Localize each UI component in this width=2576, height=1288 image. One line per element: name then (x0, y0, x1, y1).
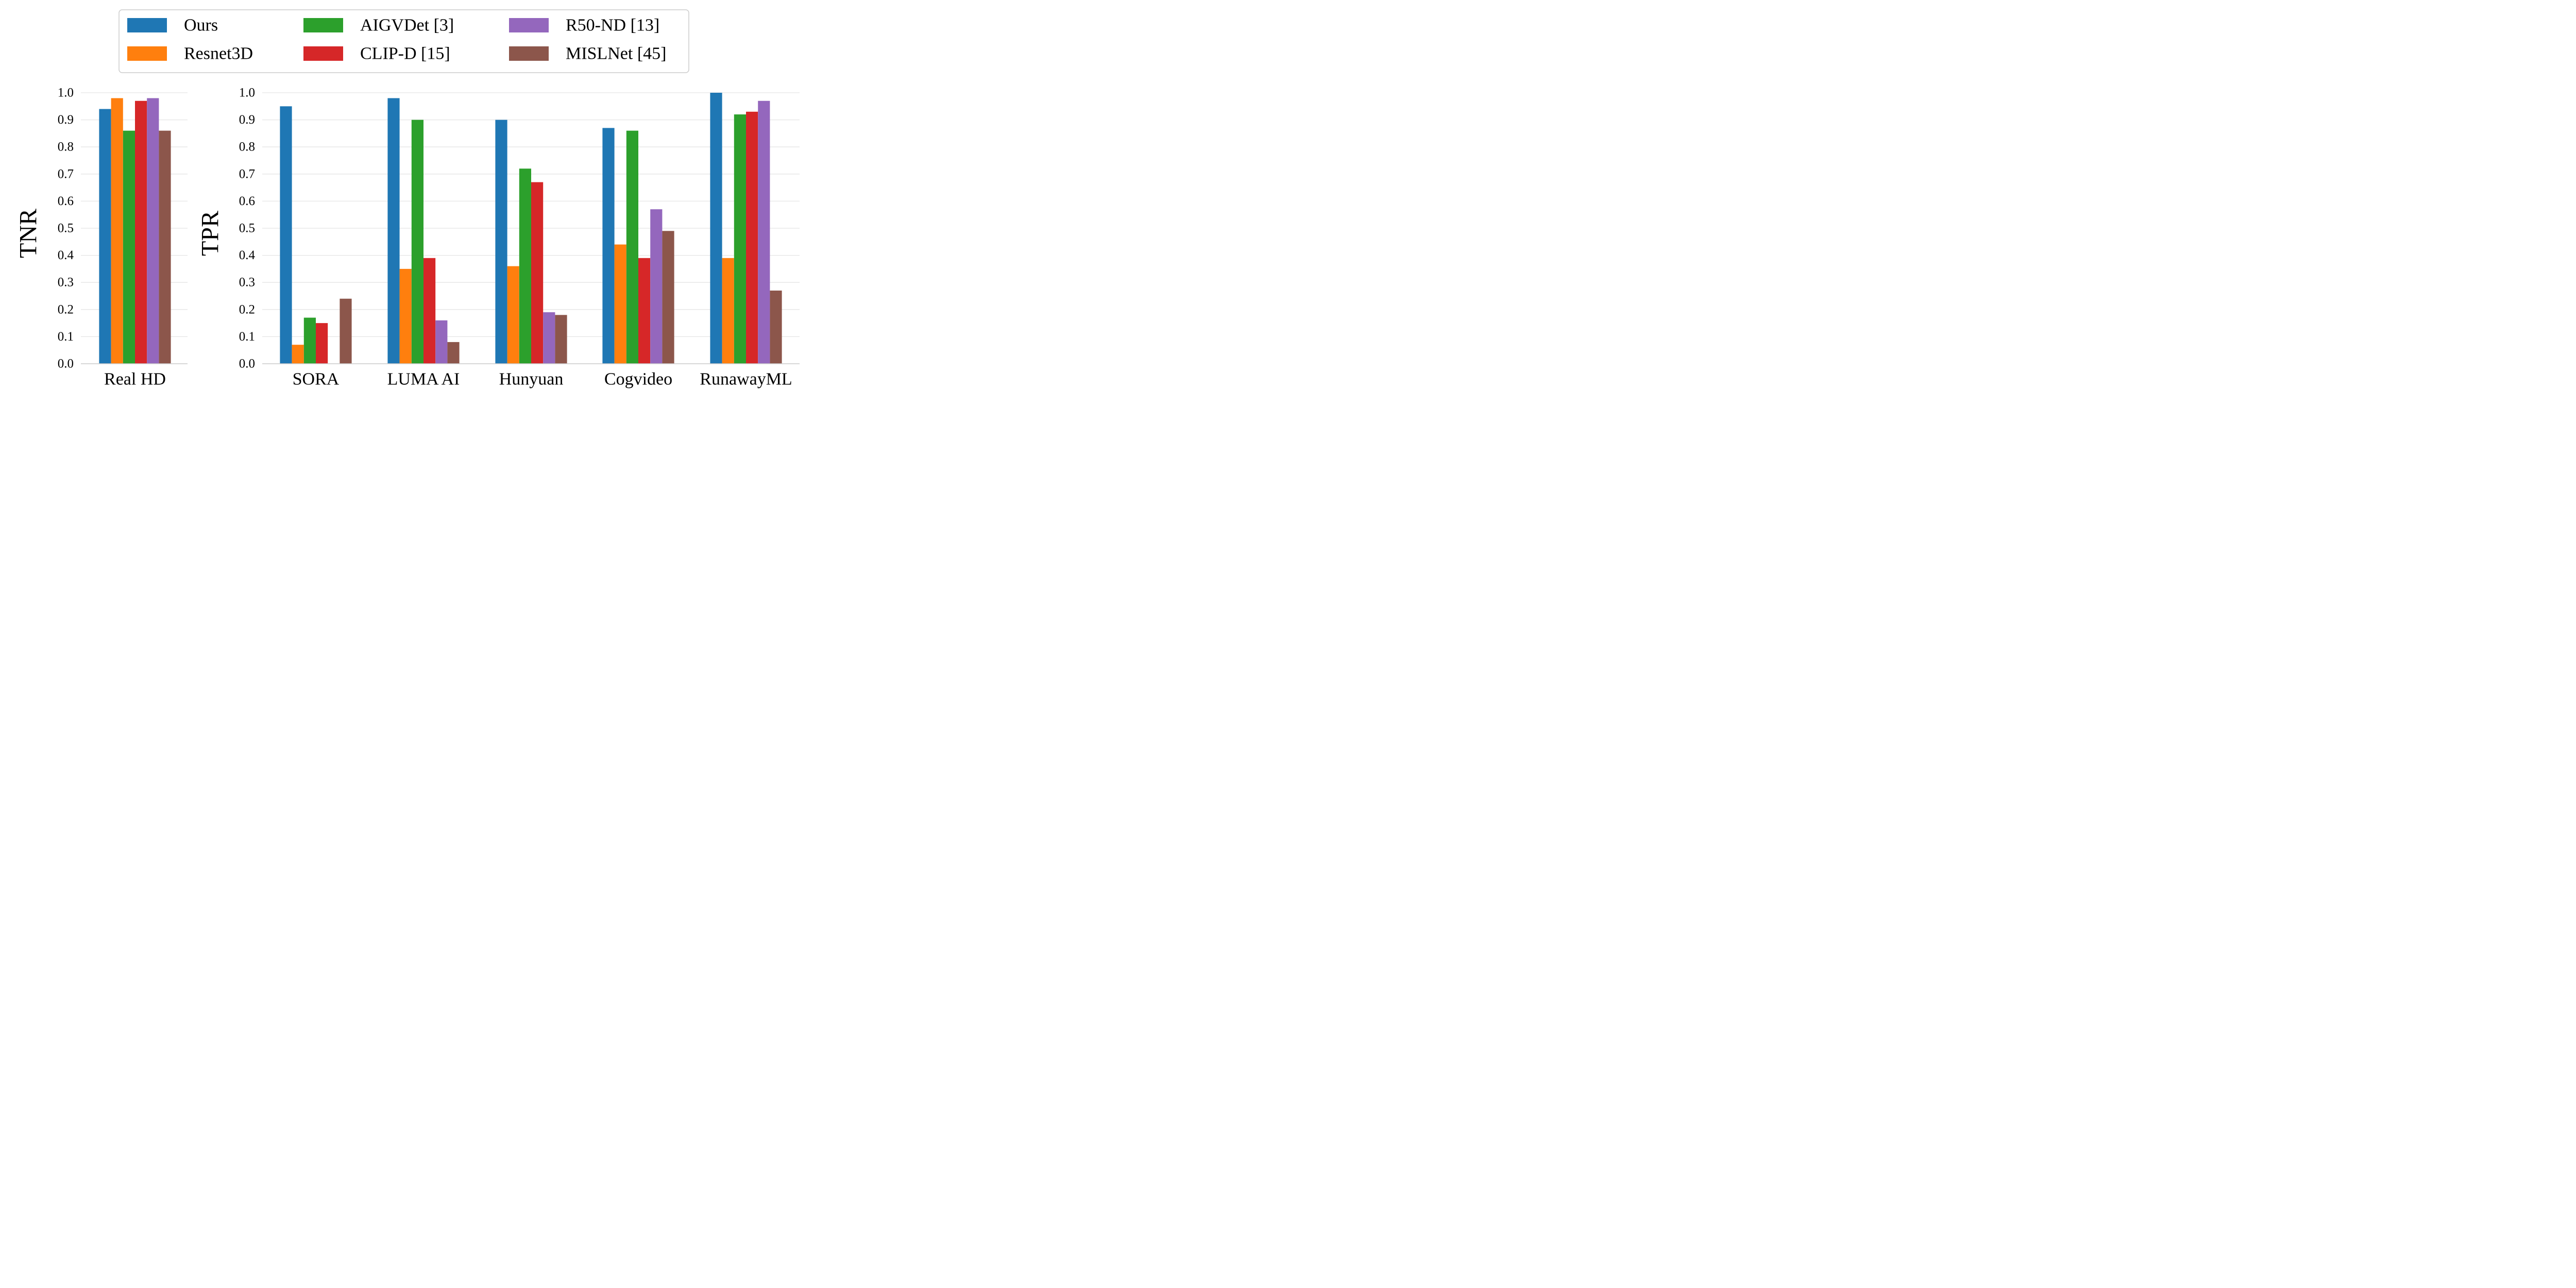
tpr-bar-r50-nd-13-hunyuan (543, 312, 555, 364)
tpr-bar-mislnet-45-luma-ai (447, 342, 460, 364)
tnr-y-tick-label: 0.8 (58, 140, 74, 154)
tpr-bar-aigvdet-3-hunyuan (519, 168, 531, 364)
tpr-y-tick-label: 0.9 (239, 113, 255, 127)
tpr-y-tick-label: 0.8 (239, 140, 255, 154)
tpr-bar-ours-luma-ai (387, 98, 400, 364)
tpr-bar-resnet3d-cogvideo (614, 244, 626, 364)
tpr-bar-clip-d-15-hunyuan (531, 182, 544, 364)
legend-swatch-aigvdet-3 (303, 18, 343, 32)
tpr-bar-clip-d-15-cogvideo (638, 258, 651, 364)
tnr-bar-clip-d-15-real-hd (135, 100, 147, 364)
tnr-y-tick-label: 0.5 (58, 222, 74, 235)
tnr-x-tick-label: Real HD (104, 370, 166, 389)
tnr-bar-mislnet-45-real-hd (159, 130, 171, 364)
tnr-y-axis-title: TNR (15, 209, 42, 258)
tpr-bar-ours-runawayml (710, 93, 722, 364)
tnr-bar-resnet3d-real-hd (111, 98, 123, 364)
tpr-bar-ours-sora (280, 106, 292, 364)
tpr-bar-r50-nd-13-runawayml (758, 100, 770, 364)
legend-swatch-clip-d-15 (303, 46, 343, 61)
tnr-y-tick-label: 1.0 (58, 86, 74, 100)
tnr-y-tick-label: 0.6 (58, 194, 74, 208)
legend-label-resnet3d: Resnet3D (184, 44, 253, 63)
tnr-y-tick-label: 0.1 (58, 330, 74, 344)
tnr-bar-r50-nd-13-real-hd (147, 98, 159, 364)
tpr-bar-resnet3d-sora (292, 345, 304, 364)
tpr-y-tick-label: 0.0 (239, 357, 255, 371)
tpr-y-tick-label: 0.5 (239, 222, 255, 235)
legend: Ours Resnet3D AIGVDet [3] CLIP-D [15] R50-ND… (118, 9, 689, 73)
tpr-x-tick-label: Hunyuan (499, 370, 564, 389)
tnr-y-tick-label: 0.4 (58, 248, 74, 262)
legend-label-r50-nd-13: R50-ND [13] (566, 16, 659, 35)
tpr-y-tick-label: 0.2 (239, 302, 255, 316)
tpr-bar-aigvdet-3-luma-ai (411, 120, 423, 364)
legend-label-mislnet-45: MISLNet [45] (566, 44, 666, 63)
tnr-y-tick-label: 0.2 (58, 302, 74, 316)
tnr-bar-aigvdet-3-real-hd (123, 130, 135, 364)
tnr-y-tick-label: 0.7 (58, 167, 74, 181)
tpr-x-tick-label: LUMA AI (387, 370, 460, 389)
legend-swatch-mislnet-45 (509, 46, 549, 61)
legend-swatch-ours (127, 18, 167, 32)
tpr-bar-aigvdet-3-cogvideo (626, 130, 638, 364)
tpr-x-tick-label: Cogvideo (604, 370, 672, 389)
tpr-bar-mislnet-45-runawayml (770, 290, 782, 364)
tnr-y-tick-label: 0.9 (58, 113, 74, 127)
tpr-y-tick-label: 0.4 (239, 248, 256, 262)
tnr-y-tick-label: 0.0 (58, 357, 74, 371)
tpr-bar-clip-d-15-runawayml (746, 111, 758, 364)
tpr-bar-ours-hunyuan (495, 120, 507, 364)
tpr-bar-resnet3d-hunyuan (507, 266, 519, 364)
tnr-y-tick-label: 0.3 (58, 276, 74, 290)
tpr-bar-aigvdet-3-sora (303, 317, 316, 364)
tpr-y-axis-title: TPR (197, 211, 224, 256)
tpr-y-tick-label: 0.1 (239, 330, 255, 344)
legend-swatch-r50-nd-13 (509, 18, 549, 32)
tpr-bar-clip-d-15-luma-ai (423, 258, 436, 364)
tpr-y-tick-label: 0.6 (239, 194, 255, 208)
tpr-bar-aigvdet-3-runawayml (734, 114, 746, 364)
tpr-x-tick-label: SORA (293, 370, 340, 389)
legend-label-clip-d-15: CLIP-D [15] (360, 44, 450, 63)
tpr-y-tick-label: 0.7 (239, 167, 255, 181)
tpr-bar-r50-nd-13-cogvideo (650, 209, 663, 364)
tpr-bar-mislnet-45-sora (340, 298, 352, 364)
tpr-bar-clip-d-15-sora (316, 323, 328, 364)
legend-label-ours: Ours (184, 16, 218, 35)
tnr-bar-ours-real-hd (99, 109, 111, 364)
tpr-x-tick-label: RunawayML (700, 370, 792, 389)
tpr-y-tick-label: 1.0 (239, 86, 255, 100)
legend-label-aigvdet-3: AIGVDet [3] (360, 16, 454, 35)
tpr-bar-mislnet-45-cogvideo (662, 231, 674, 364)
tpr-y-tick-label: 0.3 (239, 276, 255, 290)
tnr-panel: 0.0 0.1 0.2 0.3 0.4 0.5 0.6 0.7 0.8 0.9 1.0 Real HD… (15, 86, 188, 389)
tpr-bar-r50-nd-13-luma-ai (435, 320, 448, 364)
tpr-panel: 0.0 0.1 0.2 0.3 0.4 0.5 0.6 0.7 0.8 0.9 1.0 SORA LUM… (197, 86, 800, 389)
bar-chart-figure: Ours Resnet3D AIGVDet [3] CLIP-D [15] R50-ND… (15, 9, 800, 389)
legend-swatch-resnet3d (127, 46, 167, 61)
tpr-bar-mislnet-45-hunyuan (555, 315, 567, 364)
tpr-bar-resnet3d-luma-ai (399, 268, 412, 364)
tpr-bar-resnet3d-runawayml (722, 258, 734, 364)
tpr-bar-ours-cogvideo (602, 128, 615, 364)
